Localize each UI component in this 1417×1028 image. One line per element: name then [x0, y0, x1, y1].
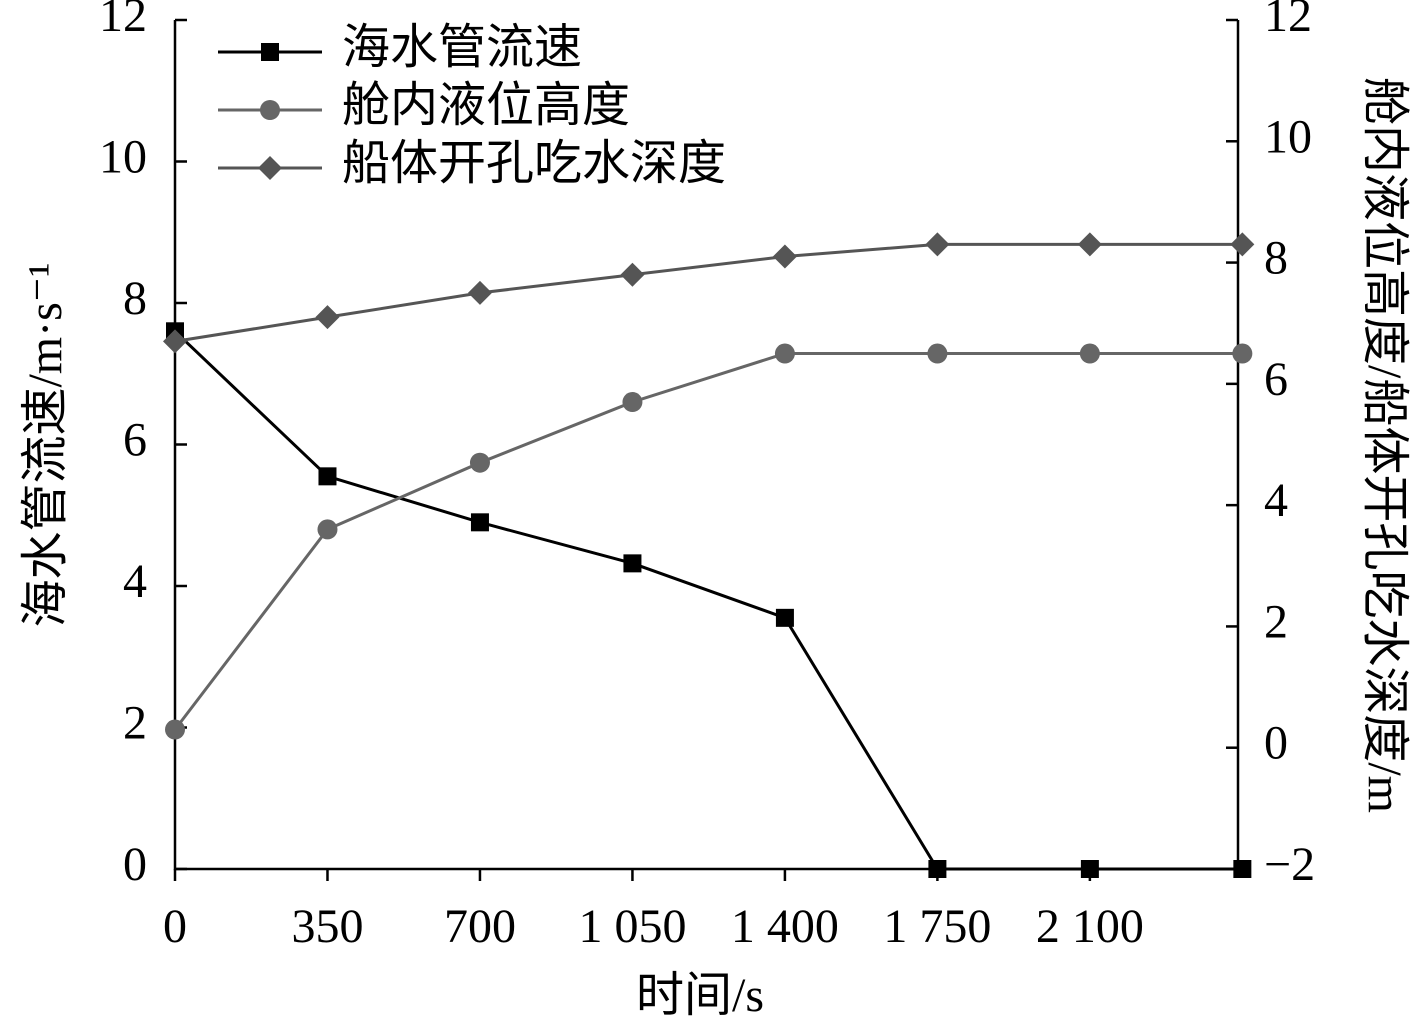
y2-tick-label: 4: [1264, 474, 1288, 527]
marker: [925, 232, 950, 257]
marker: [1230, 232, 1255, 257]
y2-tick-label: 2: [1264, 595, 1288, 648]
x-tick-label: 1 050: [578, 900, 686, 953]
marker: [318, 467, 337, 486]
x-tick-label: 1 400: [731, 900, 839, 953]
y-axis-label: 海水管流速/m·s⁻¹: [19, 262, 72, 627]
y-tick-label: 2: [123, 697, 147, 750]
y-tick-label: 6: [123, 414, 147, 467]
x-tick-label: 1 750: [883, 900, 991, 953]
marker: [1077, 232, 1102, 257]
y-tick-label: 8: [123, 272, 147, 325]
y2-tick-label: 6: [1264, 353, 1288, 406]
marker: [1079, 343, 1100, 364]
marker: [1080, 860, 1099, 878]
series-line: [174, 242, 1243, 343]
y2-tick-label: −2: [1264, 838, 1315, 891]
marker: [469, 452, 490, 473]
marker: [1232, 343, 1253, 364]
legend-label: 海水管流速: [342, 21, 582, 74]
x-tick-label: 350: [291, 900, 363, 953]
x-tick-label: 700: [444, 900, 516, 953]
y-tick-label: 12: [99, 0, 147, 42]
marker: [772, 244, 797, 269]
y-tick-label: 0: [123, 838, 147, 891]
legend-marker: [258, 156, 282, 180]
legend-marker: [260, 100, 280, 120]
marker: [317, 519, 338, 540]
marker: [928, 860, 947, 878]
y-tick-label: 10: [99, 131, 147, 184]
legend-marker: [261, 43, 279, 61]
marker: [165, 719, 185, 740]
marker: [623, 554, 642, 573]
marker: [1233, 860, 1252, 878]
legend-label: 船体开孔吃水深度: [342, 137, 726, 190]
x-tick-label: 0: [163, 900, 187, 953]
marker: [163, 329, 187, 354]
x-axis-label: 时间/s: [636, 969, 764, 1022]
marker: [927, 343, 948, 364]
series-line: [173, 330, 1243, 871]
y2-tick-label: 12: [1264, 0, 1312, 42]
marker: [620, 262, 645, 287]
y2-tick-label: 8: [1264, 232, 1288, 285]
marker: [470, 513, 489, 532]
marker: [622, 392, 643, 413]
y2-tick-label: 0: [1264, 717, 1288, 770]
y-tick-label: 4: [123, 555, 147, 608]
series-line: [173, 352, 1243, 731]
marker: [774, 343, 795, 364]
x-tick-label: 2 100: [1036, 900, 1144, 953]
y2-tick-label: 10: [1264, 110, 1312, 163]
marker: [315, 305, 340, 330]
marker: [775, 608, 794, 627]
marker: [467, 280, 492, 305]
y2-axis-label: 舱内液位高度/船体开孔吃水深度/m: [1358, 77, 1411, 813]
legend-label: 舱内液位高度: [342, 79, 630, 132]
